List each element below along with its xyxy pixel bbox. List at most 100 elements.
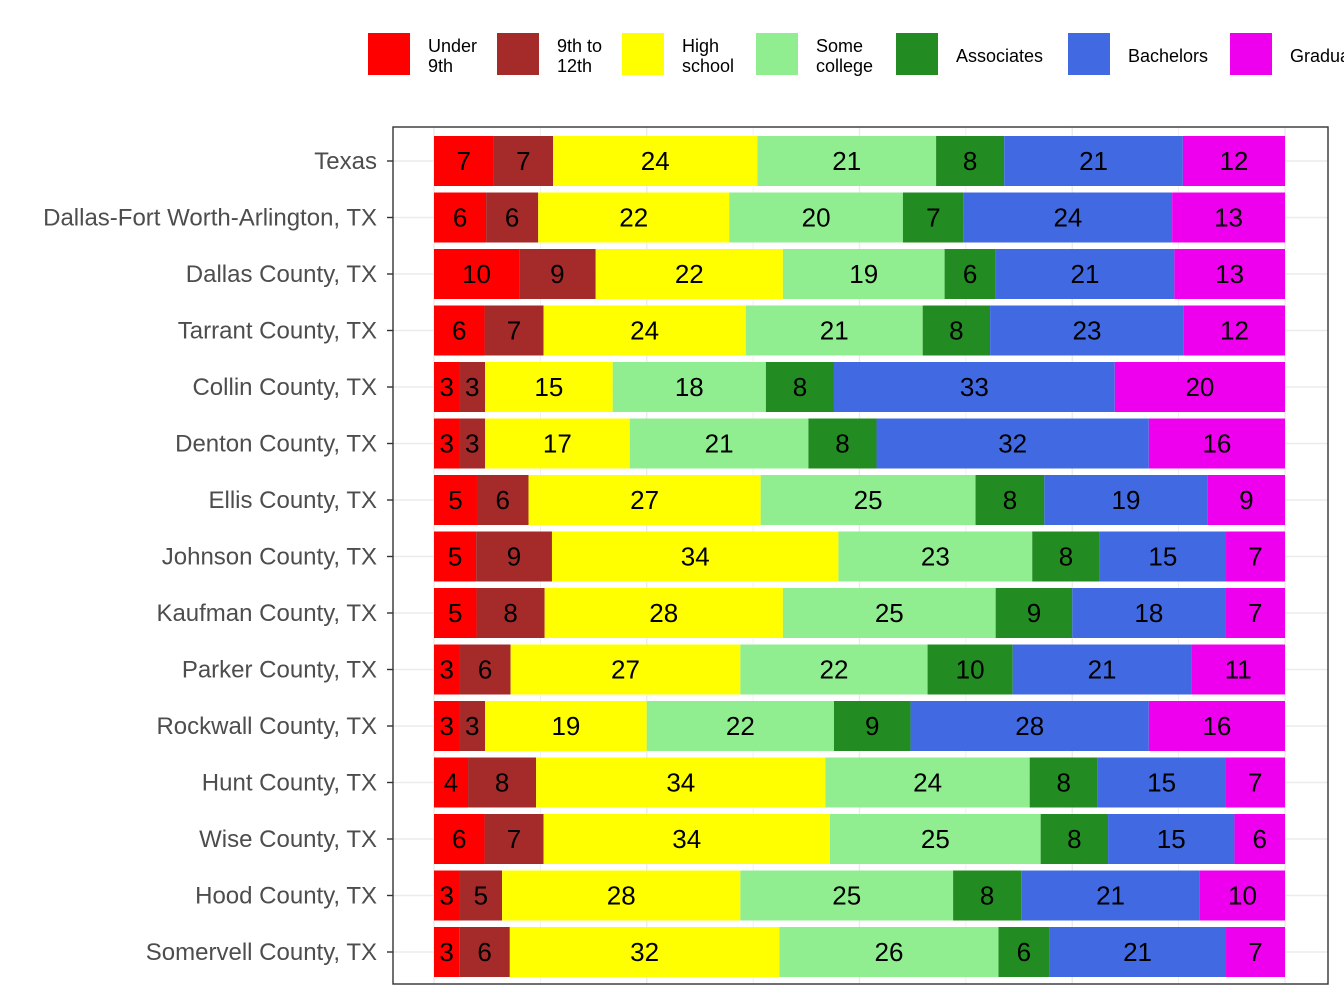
- bar-value-label: 9: [507, 542, 521, 572]
- legend-key: [1230, 33, 1272, 75]
- bar-value-label: 3: [440, 881, 454, 911]
- bar-value-label: 5: [448, 542, 462, 572]
- bar-segment-high-school: [528, 475, 761, 525]
- bar-segment-graduate: [1172, 192, 1285, 243]
- bar-segment-under-9th: [434, 192, 487, 243]
- bar-value-label: 25: [854, 485, 883, 515]
- bar-value-label: 8: [1067, 824, 1081, 854]
- bar-value-label: 8: [1057, 768, 1071, 798]
- bar-value-label: 32: [998, 429, 1027, 459]
- bar-value-label: 11: [1225, 655, 1252, 685]
- bar-segment-graduate: [1199, 870, 1285, 921]
- bar-segment-9th-to-12th: [459, 870, 503, 921]
- bar-segment-9th-to-12th: [476, 475, 529, 525]
- bar-segment-bachelors: [1072, 588, 1226, 638]
- bar-value-label: 22: [820, 655, 849, 685]
- bar-value-label: 13: [1214, 203, 1243, 233]
- bar-value-label: 27: [611, 655, 640, 685]
- y-axis-tick-label: Tarrant County, TX: [178, 318, 377, 345]
- y-axis-tick-label: Denton County, TX: [175, 431, 377, 458]
- bar-segment-high-school: [485, 362, 613, 412]
- bar-value-label: 19: [1112, 485, 1141, 515]
- bar-segment-under-9th: [434, 136, 494, 186]
- bar-segment-associates: [975, 475, 1045, 525]
- y-axis-tick-label: Johnson County, TX: [162, 544, 377, 571]
- bar-segment-under-9th: [434, 418, 460, 469]
- bar-value-label: 21: [1096, 881, 1125, 911]
- bar-value-label: 21: [1079, 146, 1108, 176]
- plot-border: [392, 126, 1329, 985]
- bar-segment-high-school: [509, 927, 780, 977]
- bar-segment-some-college: [782, 588, 996, 638]
- legend-key: [1068, 33, 1110, 75]
- bar-value-label: 10: [956, 655, 985, 685]
- bar-value-label: 8: [1003, 485, 1017, 515]
- bar-value-label: 16: [1202, 429, 1231, 459]
- bar-value-label: 9: [1027, 598, 1041, 628]
- bar-segment-high-school: [485, 701, 647, 751]
- bar-value-label: 3: [440, 372, 454, 402]
- bar-segment-bachelors: [1004, 136, 1183, 186]
- bar-segment-bachelors: [1021, 870, 1200, 921]
- bar-segment-9th-to-12th: [476, 588, 545, 638]
- legend-label: Bachelors: [1128, 46, 1208, 66]
- bar-segment-some-college: [729, 192, 903, 243]
- bar-segment-graduate: [1183, 305, 1285, 356]
- bar-value-label: 6: [453, 203, 467, 233]
- bar-value-label: 7: [926, 203, 940, 233]
- bar-segment-some-college: [740, 644, 928, 695]
- bar-segment-some-college: [629, 418, 809, 469]
- bar-value-label: 24: [641, 146, 670, 176]
- bar-value-label: 3: [440, 655, 454, 685]
- bar-segment-under-9th: [434, 249, 520, 299]
- bar-value-label: 18: [1134, 598, 1163, 628]
- legend-key: [622, 33, 664, 75]
- bar-segment-9th-to-12th: [459, 701, 486, 751]
- bar-segment-graduate: [1191, 644, 1285, 695]
- bar-value-label: 13: [1215, 259, 1244, 289]
- bar-segment-associates: [936, 136, 1005, 186]
- bar-value-label: 34: [666, 768, 695, 798]
- bar-segment-9th-to-12th: [459, 362, 486, 412]
- bar-segment-high-school: [544, 588, 783, 638]
- bar-segment-under-9th: [434, 362, 460, 412]
- bar-value-label: 6: [505, 203, 519, 233]
- bar-value-label: 24: [630, 316, 659, 346]
- bar-value-label: 7: [457, 146, 471, 176]
- bar-segment-high-school: [510, 644, 741, 695]
- legend-key: [368, 33, 410, 75]
- bar-segment-some-college: [830, 814, 1041, 864]
- bar-value-label: 28: [1015, 711, 1044, 741]
- bar-value-label: 21: [1123, 937, 1152, 967]
- legend-key: [497, 33, 539, 75]
- y-axis-tick-label: Hood County, TX: [195, 883, 377, 910]
- bar-segment-high-school: [595, 249, 783, 299]
- bar-segment-under-9th: [434, 814, 485, 864]
- bar-segment-associates: [833, 701, 911, 751]
- legend-label: Graduate: [1290, 46, 1344, 66]
- legend-label: High: [682, 36, 719, 56]
- bar-segment-graduate: [1226, 531, 1285, 582]
- bar-segment-graduate: [1225, 588, 1285, 638]
- bar-value-label: 7: [1248, 937, 1262, 967]
- legend-label: Some: [816, 36, 863, 56]
- bar-segment-bachelors: [910, 701, 1149, 751]
- legend-label: college: [816, 56, 873, 76]
- bar-value-label: 19: [849, 259, 878, 289]
- bar-segment-under-9th: [434, 644, 460, 695]
- bar-segment-associates: [995, 588, 1073, 638]
- bar-value-label: 15: [1157, 824, 1186, 854]
- bar-value-label: 7: [507, 316, 521, 346]
- y-axis-tick-label: Hunt County, TX: [202, 770, 377, 797]
- legend-key: [756, 33, 798, 75]
- bar-value-label: 6: [452, 316, 466, 346]
- bar-value-label: 34: [681, 542, 710, 572]
- bar-value-label: 15: [1148, 542, 1177, 572]
- bar-segment-some-college: [646, 701, 834, 751]
- bar-value-label: 25: [832, 881, 861, 911]
- bar-segment-some-college: [745, 305, 923, 356]
- bar-segment-9th-to-12th: [484, 305, 544, 356]
- bar-value-label: 27: [630, 485, 659, 515]
- bar-value-label: 8: [495, 768, 509, 798]
